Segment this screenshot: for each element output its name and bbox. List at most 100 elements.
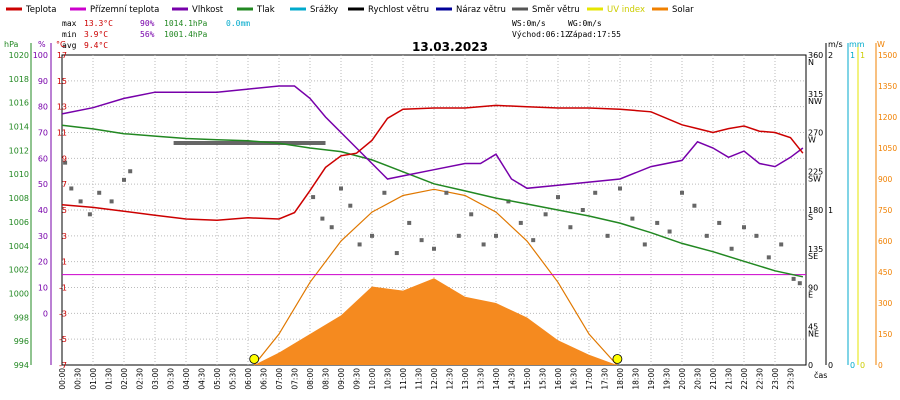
- temp-tick: 11: [57, 129, 67, 138]
- ms-tick: 1: [828, 206, 833, 215]
- hpa-tick: 998: [14, 313, 29, 322]
- temp-tick: 1: [62, 258, 67, 267]
- solar-clear-sky-line: [253, 188, 618, 366]
- wind-dir-point: [630, 216, 635, 221]
- temp-tick: 9: [62, 154, 67, 163]
- time-axis-label: čas: [814, 370, 827, 380]
- wind-dir-point: [432, 246, 436, 251]
- time-tick: 23:00: [771, 368, 780, 390]
- wind-dir-point: [580, 208, 585, 212]
- wind-dir-point: [531, 238, 536, 243]
- wind-dir-point: [729, 246, 734, 251]
- legend-label: Směr větru: [532, 5, 580, 15]
- time-tick: 01:00: [89, 368, 98, 390]
- time-tick: 07:30: [291, 368, 300, 390]
- ms-unit: m/s: [828, 40, 843, 49]
- w-tick: 1350: [878, 82, 897, 91]
- dir-tick: N: [808, 58, 814, 67]
- sunset: Západ:17:55: [568, 30, 621, 39]
- ms-tick: 2: [828, 51, 833, 60]
- dir-tick: 180: [808, 206, 823, 215]
- time-tick: 18:30: [632, 368, 641, 390]
- wind-dir-point: [742, 225, 746, 230]
- time-tick: 20:30: [694, 368, 703, 390]
- time-tick: 12:30: [446, 368, 455, 390]
- pct-tick: 0: [43, 309, 48, 318]
- pct-tick: 60: [38, 154, 48, 163]
- temp-tick: 7: [62, 180, 67, 189]
- wind-dir-point: [791, 276, 796, 281]
- time-tick: 07:00: [275, 368, 284, 390]
- pct-tick: 80: [38, 103, 48, 112]
- wind-dir-point: [78, 199, 83, 204]
- wind-dir-point: [97, 190, 102, 195]
- time-tick: 13:00: [461, 368, 470, 390]
- mm-tick: 0: [850, 361, 855, 370]
- w-tick: 1500: [878, 51, 897, 60]
- stat-max-hum: 90%: [140, 19, 155, 28]
- time-tick: 09:00: [337, 368, 346, 390]
- time-tick: 05:00: [213, 368, 222, 390]
- temp-unit: °C: [56, 40, 66, 49]
- wind-dir-point: [506, 199, 511, 204]
- wind-dir-point: [754, 233, 759, 238]
- time-tick: 08:30: [322, 368, 331, 390]
- dir-tick: 315: [808, 90, 823, 99]
- temperature-line: [61, 104, 804, 222]
- pct-unit: %: [38, 40, 46, 49]
- time-tick: 02:00: [120, 368, 129, 390]
- wind-dir-point: [779, 242, 784, 247]
- wind-dir-point: [655, 220, 660, 225]
- time-tick: 21:30: [725, 368, 734, 390]
- w-unit: W: [877, 40, 885, 49]
- legend-label: UV index: [607, 5, 645, 15]
- dir-tick: 45: [808, 322, 818, 331]
- sunrise: Východ:06:12: [512, 30, 570, 39]
- w-tick: 300: [878, 299, 893, 308]
- uv-tick: 0: [860, 361, 865, 370]
- stat-min-hum: 56%: [140, 30, 155, 39]
- time-tick: 01:30: [105, 368, 114, 390]
- stat-min-label: min: [62, 30, 77, 39]
- wind-dir-point: [642, 242, 647, 247]
- w-tick: 600: [878, 237, 893, 246]
- legend-label: Náraz větru: [456, 5, 506, 15]
- wind-dir-point: [348, 203, 353, 208]
- wind-dir-point: [407, 220, 412, 225]
- hpa-tick: 1002: [9, 266, 29, 275]
- stat-max-press: 1014.1hPa: [164, 19, 208, 28]
- time-tick: 00:30: [74, 368, 83, 390]
- dir-tick: SW: [808, 174, 821, 183]
- temp-tick: 5: [62, 206, 67, 215]
- w-tick: 0: [878, 361, 883, 370]
- hpa-tick: 1006: [9, 218, 29, 227]
- time-tick: 05:30: [229, 368, 238, 390]
- humidity-line: [61, 85, 804, 190]
- wind-dir-point: [69, 186, 74, 191]
- solar-area: [254, 278, 617, 365]
- wind-dir-point: [394, 251, 399, 256]
- hpa-tick: 996: [14, 337, 29, 346]
- dir-tick: S: [808, 213, 813, 222]
- time-tick: 13:30: [477, 368, 486, 390]
- time-tick: 21:00: [709, 368, 718, 390]
- wind-dir-point: [370, 233, 374, 238]
- time-tick: 17:30: [601, 368, 610, 390]
- stat-min-press: 1001.4hPa: [164, 30, 208, 39]
- wind-dir-point: [122, 177, 126, 182]
- uv-tick: 1: [860, 51, 865, 60]
- legend-label: Srážky: [310, 5, 338, 15]
- w-tick: 1050: [878, 144, 897, 153]
- stat-max-rain: 0.0mm: [226, 19, 250, 28]
- w-tick: 1200: [878, 113, 897, 122]
- wind-speed: WS:0m/s: [512, 19, 546, 28]
- dir-tick: SE: [808, 252, 818, 261]
- wind-dir-point: [109, 199, 114, 204]
- time-tick: 14:30: [508, 368, 517, 390]
- dir-tick: 360: [808, 51, 823, 60]
- hpa-tick: 994: [14, 361, 29, 370]
- temp-tick: 17: [57, 51, 67, 60]
- legend-label: Rychlost větru: [368, 5, 429, 15]
- hpa-tick: 1010: [9, 170, 29, 179]
- stat-max-temp: 13.3°C: [84, 19, 113, 28]
